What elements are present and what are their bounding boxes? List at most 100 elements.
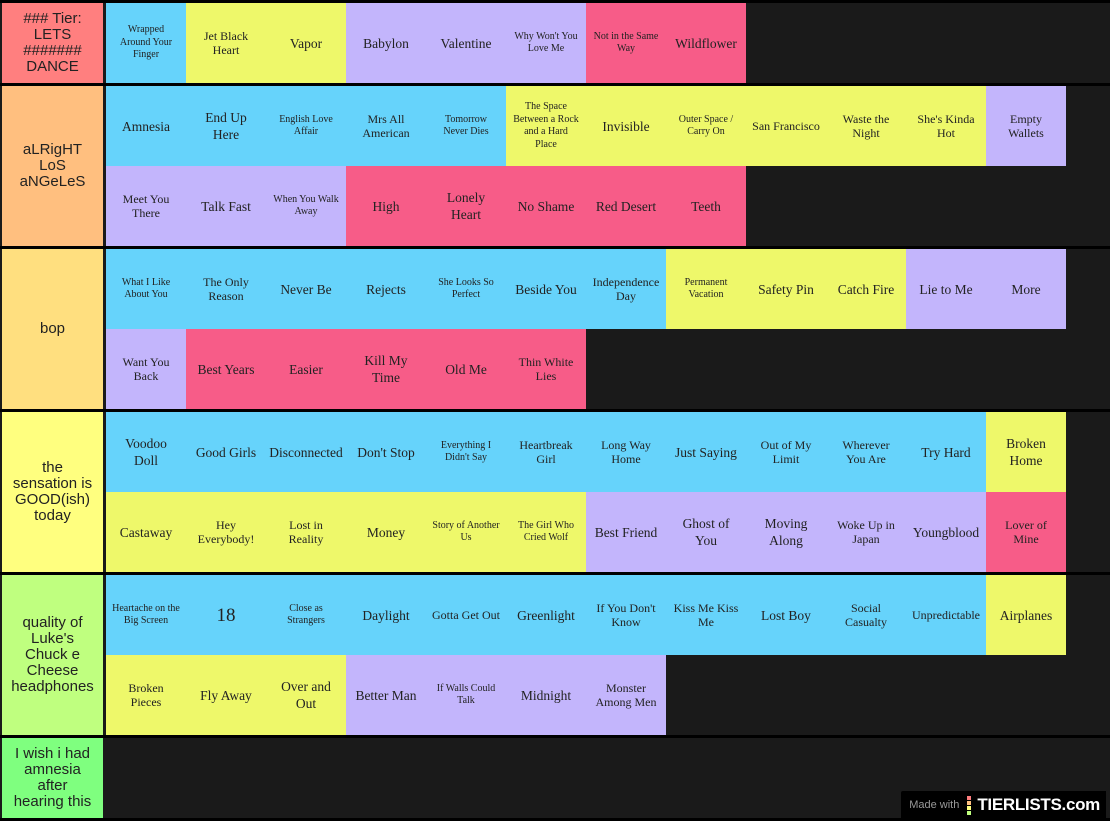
tier-items[interactable]: Heartache on the Big Screen 18 Close as St… — [106, 575, 1110, 735]
tier-item[interactable]: Talk Fast — [186, 166, 266, 246]
tier-item[interactable]: Heartbreak Girl — [506, 412, 586, 492]
tier-item[interactable]: Lost in Reality — [266, 492, 346, 572]
tier-item[interactable]: Money — [346, 492, 426, 572]
tier-item[interactable]: Beside You — [506, 249, 586, 329]
tier-item[interactable]: More — [986, 249, 1066, 329]
tier-item[interactable]: She Looks So Perfect — [426, 249, 506, 329]
tier-item[interactable]: Empty Wallets — [986, 86, 1066, 166]
tier-item[interactable]: What I Like About You — [106, 249, 186, 329]
tier-item[interactable]: Lie to Me — [906, 249, 986, 329]
tier-item[interactable]: Valentine — [426, 3, 506, 83]
tier-item[interactable]: Permanent Vacation — [666, 249, 746, 329]
tier-label[interactable]: quality of Luke's Chuck e Cheese headpho… — [2, 575, 103, 735]
tier-item[interactable]: Close as Strangers — [266, 575, 346, 655]
tier-item[interactable]: Wherever You Are — [826, 412, 906, 492]
tier-item[interactable]: Don't Stop — [346, 412, 426, 492]
tier-items[interactable]: Voodoo Doll Good Girls Disconnected Don't S… — [106, 412, 1110, 572]
tier-item[interactable]: Long Way Home — [586, 412, 666, 492]
tier-item[interactable]: Safety Pin — [746, 249, 826, 329]
tier-item[interactable]: No Shame — [506, 166, 586, 246]
tier-item[interactable]: When You Walk Away — [266, 166, 346, 246]
tier-item[interactable]: If You Don't Know — [586, 575, 666, 655]
tier-item[interactable]: Story of Another Us — [426, 492, 506, 572]
tier-item[interactable]: Teeth — [666, 166, 746, 246]
tier-item[interactable]: Broken Pieces — [106, 655, 186, 735]
tier-item[interactable]: Midnight — [506, 655, 586, 735]
tier-item[interactable]: Mrs All American — [346, 86, 426, 166]
tier-item[interactable]: Lost Boy — [746, 575, 826, 655]
tier-label[interactable]: the sensation is GOOD(ish) today — [2, 412, 103, 572]
tier-item[interactable]: Want You Back — [106, 329, 186, 409]
tier-item[interactable]: Why Won't You Love Me — [506, 3, 586, 83]
tier-item[interactable]: Meet You There — [106, 166, 186, 246]
tier-item[interactable]: Woke Up in Japan — [826, 492, 906, 572]
tier-item[interactable]: Ghost of You — [666, 492, 746, 572]
tier-item[interactable]: Independence Day — [586, 249, 666, 329]
tier-label[interactable]: ### Tier: LETS ####### DANCE — [2, 3, 103, 83]
tier-item[interactable]: Good Girls — [186, 412, 266, 492]
tier-item[interactable]: If Walls Could Talk — [426, 655, 506, 735]
tier-item[interactable]: Youngblood — [906, 492, 986, 572]
tier-item[interactable]: Wildflower — [666, 3, 746, 83]
tier-item[interactable]: Thin White Lies — [506, 329, 586, 409]
tier-item[interactable]: The Girl Who Cried Wolf — [506, 492, 586, 572]
tier-item[interactable]: Try Hard — [906, 412, 986, 492]
tier-item[interactable]: Best Years — [186, 329, 266, 409]
tier-item[interactable]: Tomorrow Never Dies — [426, 86, 506, 166]
tier-item[interactable]: Waste the Night — [826, 86, 906, 166]
tier-item[interactable]: End Up Here — [186, 86, 266, 166]
tier-item[interactable]: Rejects — [346, 249, 426, 329]
tier-items[interactable]: Amnesia End Up Here English Love Affair Mrs… — [106, 86, 1110, 246]
tier-item[interactable]: Lonely Heart — [426, 166, 506, 246]
tier-item[interactable]: Jet Black Heart — [186, 3, 266, 83]
tier-item[interactable]: Not in the Same Way — [586, 3, 666, 83]
tier-item[interactable]: The Space Between a Rock and a Hard Plac… — [506, 86, 586, 166]
tier-item[interactable]: San Francisco — [746, 86, 826, 166]
tier-item[interactable]: Never Be — [266, 249, 346, 329]
watermark[interactable]: Made with TIERLISTS.com — [901, 791, 1106, 819]
tier-label[interactable]: aLRigHT LoS aNGeLeS — [2, 86, 103, 246]
tier-label[interactable]: I wish i had amnesia after hearing this — [2, 738, 103, 818]
tier-item[interactable]: Out of My Limit — [746, 412, 826, 492]
tier-item[interactable]: Easier — [266, 329, 346, 409]
tier-item[interactable]: Hey Everybody! — [186, 492, 266, 572]
tier-items[interactable]: Wrapped Around Your Finger Jet Black Hear… — [106, 3, 1110, 83]
tier-item[interactable]: Over and Out — [266, 655, 346, 735]
tier-item[interactable]: Better Man — [346, 655, 426, 735]
tier-item[interactable]: Old Me — [426, 329, 506, 409]
tier-item[interactable]: Disconnected — [266, 412, 346, 492]
tier-item[interactable]: Heartache on the Big Screen — [106, 575, 186, 655]
tier-item[interactable]: Invisible — [586, 86, 666, 166]
tier-item[interactable]: Everything I Didn't Say — [426, 412, 506, 492]
tier-item[interactable]: Catch Fire — [826, 249, 906, 329]
tier-item[interactable]: Babylon — [346, 3, 426, 83]
tier-item[interactable]: High — [346, 166, 426, 246]
tier-item[interactable]: Daylight — [346, 575, 426, 655]
tier-item[interactable]: Just Saying — [666, 412, 746, 492]
tier-item[interactable]: Broken Home — [986, 412, 1066, 492]
tier-item[interactable]: Kiss Me Kiss Me — [666, 575, 746, 655]
tier-item[interactable]: She's Kinda Hot — [906, 86, 986, 166]
tier-item[interactable]: Gotta Get Out — [426, 575, 506, 655]
tier-item[interactable]: Wrapped Around Your Finger — [106, 3, 186, 83]
tier-label[interactable]: bop — [2, 249, 103, 409]
tier-item[interactable]: Vapor — [266, 3, 346, 83]
tier-item[interactable]: Kill My Time — [346, 329, 426, 409]
tier-item[interactable]: Voodoo Doll — [106, 412, 186, 492]
tier-item[interactable]: Greenlight — [506, 575, 586, 655]
tier-item[interactable]: Best Friend — [586, 492, 666, 572]
tier-item[interactable]: Social Casualty — [826, 575, 906, 655]
tier-item[interactable]: Unpredictable — [906, 575, 986, 655]
tier-item[interactable]: The Only Reason — [186, 249, 266, 329]
tier-item[interactable]: Moving Along — [746, 492, 826, 572]
tier-item[interactable]: Outer Space / Carry On — [666, 86, 746, 166]
tier-items[interactable]: What I Like About You The Only Reason Neve… — [106, 249, 1110, 409]
tier-item[interactable]: Lover of Mine — [986, 492, 1066, 572]
tier-item[interactable]: Castaway — [106, 492, 186, 572]
tier-item[interactable]: Airplanes — [986, 575, 1066, 655]
tier-item[interactable]: Red Desert — [586, 166, 666, 246]
tier-item[interactable]: Fly Away — [186, 655, 266, 735]
tier-item[interactable]: Monster Among Men — [586, 655, 666, 735]
tier-item[interactable]: English Love Affair — [266, 86, 346, 166]
tier-item[interactable]: 18 — [186, 575, 266, 655]
